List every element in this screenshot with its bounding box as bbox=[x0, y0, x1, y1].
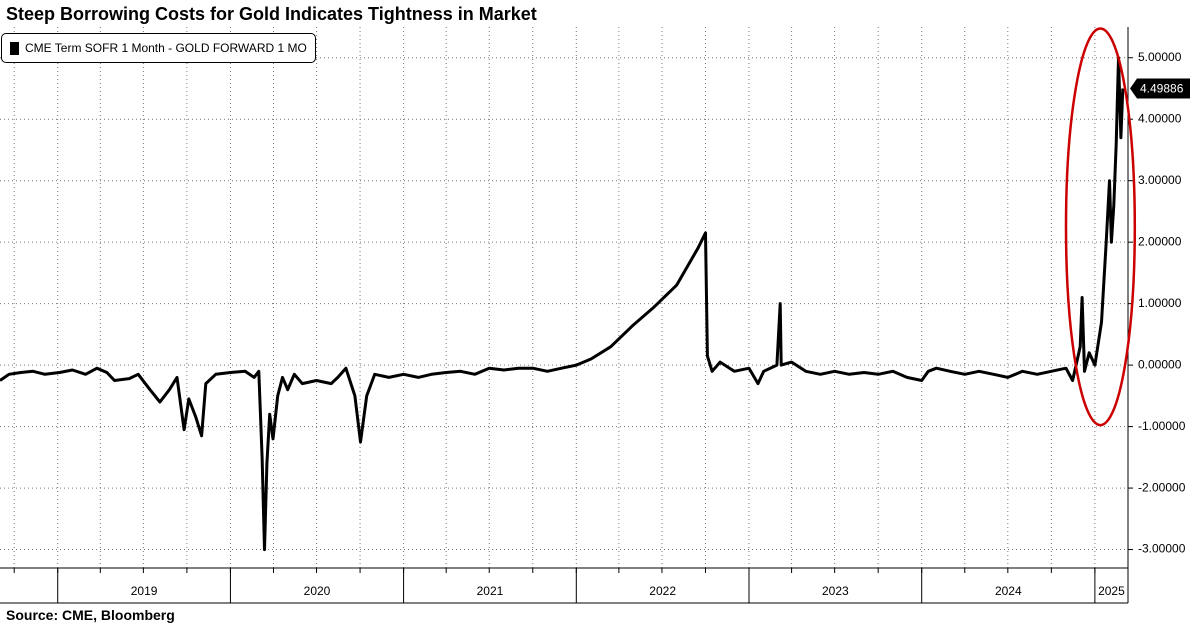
legend-swatch bbox=[10, 41, 19, 55]
y-tick-label: 2.00000 bbox=[1138, 234, 1182, 248]
last-value-tag bbox=[1130, 78, 1190, 99]
axes bbox=[0, 27, 1133, 604]
y-tick-label: -2.00000 bbox=[1138, 480, 1186, 494]
x-year-label: 2020 bbox=[304, 584, 331, 598]
y-tick-label: -1.00000 bbox=[1138, 419, 1186, 433]
y-tick-label: -3.00000 bbox=[1138, 542, 1186, 556]
source-note: Source: CME, Bloomberg bbox=[6, 607, 175, 623]
x-year-label: 2022 bbox=[649, 584, 676, 598]
x-year-label: 2021 bbox=[477, 584, 504, 598]
last-value-marker: 4.49886 bbox=[1130, 78, 1190, 99]
x-year-label: 2025 bbox=[1098, 584, 1125, 598]
highlight-ellipse bbox=[1064, 27, 1137, 427]
legend-label: CME Term SOFR 1 Month - GOLD FORWARD 1 M… bbox=[25, 41, 307, 55]
x-year-label: 2024 bbox=[995, 584, 1022, 598]
grid-lines bbox=[0, 27, 1128, 568]
legend: CME Term SOFR 1 Month - GOLD FORWARD 1 M… bbox=[1, 33, 316, 63]
y-tick-labels: 5.00000 4.00000 3.00000 2.00000 1.00000 0.000… bbox=[1138, 50, 1186, 556]
last-value-label: 4.49886 bbox=[1140, 82, 1184, 96]
x-year-labels: 2019 2020 2021 2022 2023 2024 2025 bbox=[131, 584, 1125, 598]
chart-title: Steep Borrowing Costs for Gold Indicates… bbox=[6, 4, 537, 24]
y-tick-label: 5.00000 bbox=[1138, 50, 1182, 64]
x-year-label: 2023 bbox=[822, 584, 849, 598]
series-line bbox=[0, 56, 1125, 552]
y-tick-label: 3.00000 bbox=[1138, 173, 1182, 187]
y-tick-label: 0.00000 bbox=[1138, 357, 1182, 371]
y-tick-label: 1.00000 bbox=[1138, 296, 1182, 310]
x-year-label: 2019 bbox=[131, 584, 158, 598]
y-tick-label: 4.00000 bbox=[1138, 111, 1182, 125]
